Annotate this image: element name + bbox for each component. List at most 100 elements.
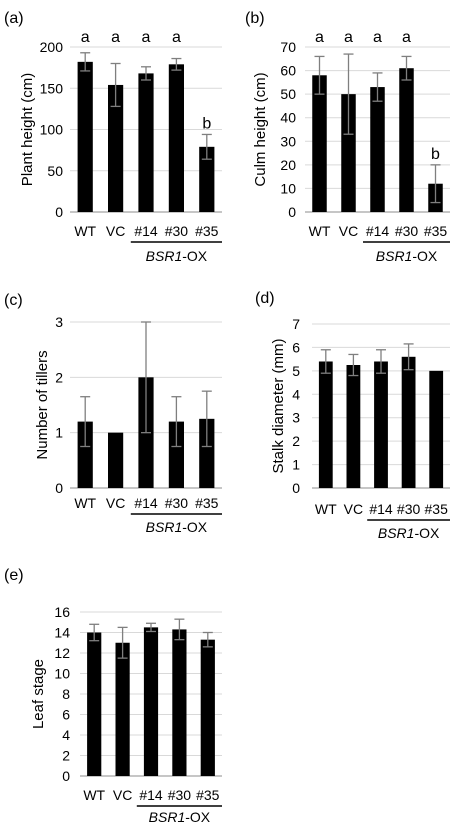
bar-#14: [370, 87, 385, 212]
group-label: BSR1-OX: [149, 809, 211, 825]
significance-letter: a: [344, 29, 353, 46]
y-axis-label: Plant height (cm): [19, 73, 36, 186]
bar-#35: [199, 418, 215, 488]
y-axis-label: Culm height (cm): [252, 72, 269, 186]
x-tick-label: VC: [339, 223, 358, 239]
y-tick-label: 4: [62, 727, 70, 743]
x-tick-label: #35: [424, 223, 448, 239]
y-tick-label: 8: [62, 686, 70, 702]
bar-#35: [200, 639, 215, 776]
y-tick-label: 6: [292, 339, 300, 355]
y-tick-label: 10: [54, 666, 70, 682]
bar-WT: [77, 61, 93, 212]
y-tick-label: 5: [292, 363, 300, 379]
bar-WT: [318, 361, 333, 488]
x-tick-label: #14: [134, 495, 158, 511]
x-tick-label: WT: [83, 787, 105, 803]
y-tick-label: 0: [55, 204, 63, 220]
y-tick-label: 70: [280, 39, 296, 55]
bar-#30: [172, 629, 187, 776]
significance-letter: a: [81, 29, 90, 46]
chart-panel-3: (c) 0 1 2 3 Number of tillers WT VC #14 #30 #35 BSR…: [4, 292, 222, 535]
y-tick-label: 40: [280, 110, 296, 126]
x-tick-label: VC: [113, 787, 132, 803]
significance-letter: a: [142, 29, 151, 46]
group-label: BSR1-OX: [376, 248, 438, 264]
x-tick-label: #14: [369, 501, 393, 517]
bar-#14: [374, 361, 388, 488]
y-tick-label: 1: [55, 425, 63, 441]
x-tick-label: #35: [196, 787, 220, 803]
x-tick-label: #14: [134, 223, 158, 239]
group-label: BSR1-OX: [146, 519, 208, 535]
group-label: BSR1-OX: [378, 525, 440, 541]
bar-#35: [429, 370, 444, 488]
x-tick-label: #30: [165, 223, 189, 239]
y-tick-label: 1: [292, 457, 300, 473]
y-tick-label: 0: [62, 768, 70, 784]
y-axis-label: Stalk diameter (mm): [270, 338, 287, 473]
panel-label: (d): [255, 290, 275, 307]
bar-VC: [108, 84, 124, 212]
y-tick-label: 10: [280, 180, 296, 196]
significance-letter: a: [172, 29, 181, 46]
bar-#14: [138, 73, 154, 213]
x-tick-label: #35: [195, 495, 219, 511]
group-label: BSR1-OX: [146, 248, 208, 264]
chart-panel-1: (a) 0 50 100 150 200 Plant height (cm) WT VC #14 #…: [4, 10, 222, 264]
x-tick-label: WT: [315, 501, 337, 517]
bar-#35: [199, 146, 215, 212]
significance-letter: a: [111, 29, 120, 46]
bar-WT: [77, 421, 93, 488]
y-tick-label: 100: [40, 122, 64, 138]
y-tick-label: 0: [292, 480, 300, 496]
x-tick-label: #30: [165, 495, 189, 511]
y-tick-label: 50: [47, 163, 63, 179]
bar-WT: [87, 632, 102, 776]
panel-label: (b): [245, 10, 265, 27]
chart-panel-5: (e) 0 2 4 6 8 10 12 14 16 Leaf stage WT VC #14 #30 #35 B…: [4, 567, 222, 825]
significance-letter: b: [202, 115, 211, 132]
x-tick-label: #14: [139, 787, 163, 803]
bar-#14: [143, 627, 159, 776]
y-axis-label: Leaf stage: [30, 659, 47, 729]
y-tick-label: 16: [54, 604, 70, 620]
y-tick-label: 6: [62, 707, 70, 723]
y-tick-label: 20: [280, 157, 296, 173]
x-tick-label: #30: [168, 787, 192, 803]
bar-#30: [401, 356, 416, 488]
x-tick-label: VC: [344, 501, 363, 517]
y-tick-label: 60: [280, 63, 296, 79]
chart-panel-4: (d) 0 1 2 3 4 5 6 7 Stalk diameter (mm) WT VC #14 #30…: [255, 290, 450, 541]
y-tick-label: 2: [292, 433, 300, 449]
x-tick-label: WT: [74, 223, 96, 239]
y-tick-label: 150: [40, 80, 64, 96]
y-tick-label: 7: [292, 316, 300, 332]
panel-label: (c): [4, 292, 23, 309]
y-tick-label: 3: [55, 314, 63, 330]
y-tick-label: 4: [292, 386, 300, 402]
chart-panel-2: (b) 0 10 20 30 40 50 60 70 Culm height (cm) WT VC #1…: [245, 10, 450, 264]
bar-VC: [115, 642, 130, 776]
panel-label: (e): [4, 567, 24, 584]
bar-VC: [346, 365, 361, 488]
y-tick-label: 2: [62, 748, 70, 764]
significance-letter: a: [402, 29, 411, 46]
x-tick-label: #14: [366, 223, 390, 239]
x-tick-label: WT: [74, 495, 96, 511]
bar-WT: [312, 75, 327, 213]
bar-#30: [168, 421, 184, 488]
x-tick-label: WT: [309, 223, 331, 239]
bar-#30: [399, 68, 414, 212]
x-tick-label: #35: [425, 501, 449, 517]
y-tick-label: 30: [280, 133, 296, 149]
significance-letter: a: [373, 29, 382, 46]
panel-label: (a): [4, 10, 24, 27]
bar-#30: [168, 64, 184, 212]
y-tick-label: 200: [40, 39, 64, 55]
significance-letter: b: [431, 146, 440, 163]
y-tick-label: 50: [280, 86, 296, 102]
y-tick-label: 3: [292, 410, 300, 426]
y-tick-label: 2: [55, 369, 63, 385]
